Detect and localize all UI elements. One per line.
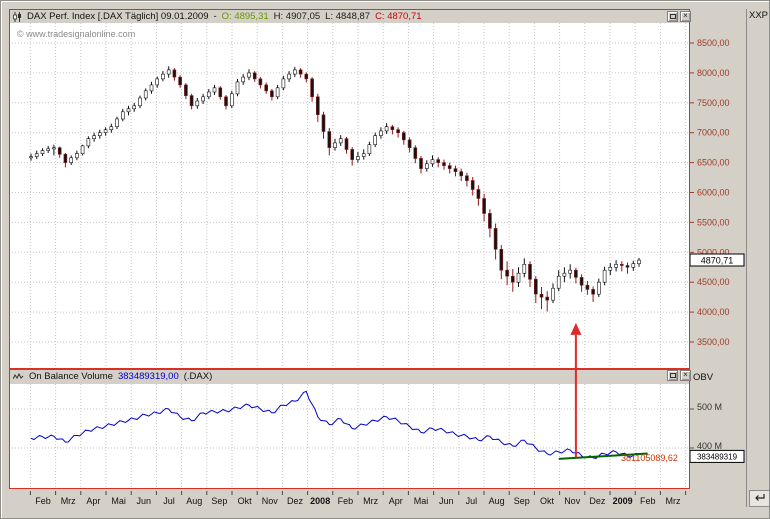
window-corner-label: XXP (749, 10, 769, 21)
obv-chart-canvas[interactable]: 500 M 400 M 381105089,62 383489319 (9, 384, 746, 489)
obv-symbol: (.DAX) (183, 371, 213, 382)
svg-text:2009: 2009 (613, 496, 633, 506)
svg-text:500 M: 500 M (697, 402, 722, 412)
high-value: H: 4907,05 (273, 11, 321, 22)
svg-text:Aug: Aug (489, 496, 505, 506)
return-arrow-icon (755, 494, 765, 501)
axis-column-divider (746, 9, 747, 507)
svg-text:381105089,62: 381105089,62 (621, 453, 678, 463)
svg-text:Mai: Mai (414, 496, 429, 506)
svg-text:Jun: Jun (137, 496, 152, 506)
svg-text:4870,71: 4870,71 (701, 256, 734, 266)
obv-pane-title: On Balance Volume (29, 371, 113, 382)
svg-text:4500,00: 4500,00 (697, 277, 730, 287)
svg-text:6500,00: 6500,00 (697, 158, 730, 168)
svg-text:7000,00: 7000,00 (697, 128, 730, 138)
svg-text:8000,00: 8000,00 (697, 68, 730, 78)
candlestick-pane-icon (13, 11, 22, 22)
svg-text:4000,00: 4000,00 (697, 307, 730, 317)
svg-text:Apr: Apr (389, 496, 403, 506)
obv-axis-title: OBV (693, 372, 714, 383)
close-icon[interactable]: × (680, 370, 691, 381)
scroll-to-end-button[interactable] (749, 490, 770, 507)
svg-text:Aug: Aug (186, 496, 202, 506)
svg-text:Mrz: Mrz (363, 496, 378, 506)
close-value: C: 4870,71 (375, 11, 422, 22)
svg-text:5000,00: 5000,00 (697, 247, 730, 257)
restore-icon[interactable] (667, 370, 678, 381)
svg-text:Mai: Mai (111, 496, 126, 506)
restore-icon[interactable] (667, 11, 678, 22)
obv-value: 383489319,00 (117, 371, 179, 382)
svg-text:2008: 2008 (310, 496, 330, 506)
obv-pane-buttons: × (667, 370, 691, 381)
svg-text:© www.tradesignalonline.com: © www.tradesignalonline.com (17, 29, 135, 39)
wave-pane-icon (13, 372, 24, 381)
svg-text:383489319: 383489319 (697, 452, 738, 461)
svg-text:Feb: Feb (338, 496, 354, 506)
open-value: O: 4895,31 (221, 11, 269, 22)
svg-text:Nov: Nov (564, 496, 581, 506)
svg-text:Dez: Dez (589, 496, 606, 506)
svg-text:5500,00: 5500,00 (697, 217, 730, 227)
svg-text:7500,00: 7500,00 (697, 98, 730, 108)
price-chart-canvas[interactable]: 8500,00 8000,00 7500,00 7000,00 6500,00 6000,… (9, 23, 746, 369)
svg-text:3500,00: 3500,00 (697, 337, 730, 347)
title-separator: - (213, 11, 217, 22)
svg-text:Okt: Okt (238, 496, 253, 506)
svg-text:Jun: Jun (439, 496, 454, 506)
time-axis[interactable]: Feb Mrz Apr Mai Jun Jul Aug Sep Okt Nov Dez 2008 Feb… (9, 490, 746, 508)
svg-text:Okt: Okt (540, 496, 555, 506)
svg-text:Mrz: Mrz (666, 496, 681, 506)
svg-text:Mrz: Mrz (61, 496, 76, 506)
svg-text:Jul: Jul (466, 496, 478, 506)
svg-text:Feb: Feb (640, 496, 656, 506)
price-pane-title: DAX Perf. Index [.DAX Täglich] 09.01.200… (27, 11, 209, 22)
price-pane-header[interactable]: DAX Perf. Index [.DAX Täglich] 09.01.200… (13, 11, 422, 22)
svg-text:400 M: 400 M (697, 441, 722, 451)
low-value: L: 4848,87 (325, 11, 371, 22)
svg-text:Dez: Dez (287, 496, 304, 506)
svg-text:Nov: Nov (262, 496, 279, 506)
svg-text:6000,00: 6000,00 (697, 188, 730, 198)
svg-text:Sep: Sep (211, 496, 227, 506)
svg-text:8500,00: 8500,00 (697, 38, 730, 48)
svg-text:Feb: Feb (35, 496, 51, 506)
svg-text:Sep: Sep (514, 496, 530, 506)
price-pane-buttons: × (667, 11, 691, 22)
obv-pane-header[interactable]: On Balance Volume 383489319,00 (.DAX) (13, 371, 212, 382)
svg-text:Jul: Jul (163, 496, 175, 506)
svg-text:Apr: Apr (86, 496, 100, 506)
close-icon[interactable]: × (680, 11, 691, 22)
